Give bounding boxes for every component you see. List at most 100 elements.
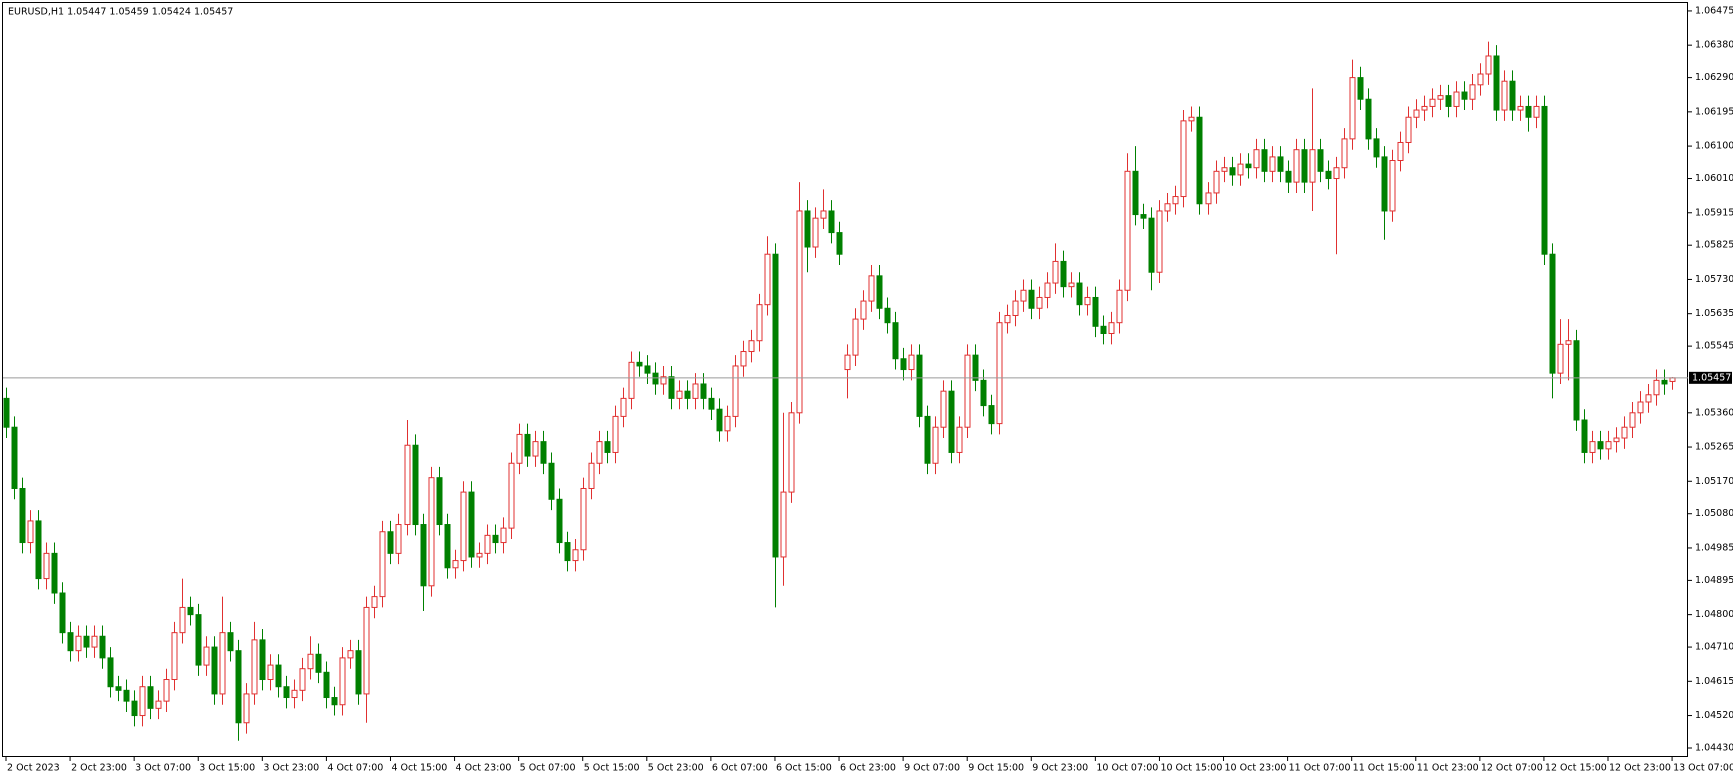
candle-body xyxy=(259,639,266,681)
candle-body xyxy=(1261,149,1268,172)
x-tick-label: 6 Oct 23:00 xyxy=(840,763,896,774)
candle-body xyxy=(1180,120,1187,198)
candle-body xyxy=(716,408,723,432)
candle-body xyxy=(436,477,443,526)
candle-body xyxy=(796,210,803,414)
candle-body xyxy=(660,376,667,385)
candle-body xyxy=(251,639,258,695)
candle-body xyxy=(1581,419,1588,453)
y-tick-label: 1.06475 xyxy=(1695,5,1733,16)
y-tick-label: 1.06010 xyxy=(1695,173,1733,184)
candle-body xyxy=(147,686,154,709)
candle-body xyxy=(1132,170,1139,216)
candle-body xyxy=(620,397,627,417)
candle-body xyxy=(179,606,186,634)
candle-body xyxy=(1068,282,1075,288)
candle-body xyxy=(812,217,819,248)
candle-body xyxy=(404,444,411,526)
candle-body xyxy=(387,531,394,554)
candle-body xyxy=(243,693,250,724)
candle-body xyxy=(347,650,354,659)
candle-body xyxy=(1461,91,1468,100)
candle-body xyxy=(788,412,795,493)
candle-body xyxy=(3,397,10,428)
candle-body xyxy=(267,664,274,681)
candle-body xyxy=(1100,325,1107,335)
chart-title: EURUSD,H1 1.05447 1.05459 1.05424 1.0545… xyxy=(8,7,233,18)
candle-body xyxy=(1645,394,1652,403)
candle-body xyxy=(115,686,122,691)
candle-body xyxy=(1445,95,1452,107)
candle-body xyxy=(211,646,218,695)
candle-body xyxy=(1533,105,1540,118)
candle-body xyxy=(315,653,322,673)
candle-body xyxy=(11,426,18,489)
y-tick-label: 1.05170 xyxy=(1695,476,1733,487)
x-tick-label: 5 Oct 15:00 xyxy=(584,763,640,774)
candle-body xyxy=(323,671,330,699)
candle-body xyxy=(1188,116,1195,122)
candle-body xyxy=(171,632,178,681)
candle-body xyxy=(892,322,899,360)
candle-body xyxy=(596,441,603,464)
candle-body xyxy=(756,304,763,342)
candle-body xyxy=(1004,314,1011,324)
x-tick-label: 4 Oct 23:00 xyxy=(456,763,512,774)
x-tick-label: 11 Oct 07:00 xyxy=(1289,763,1351,774)
candle-body xyxy=(1309,149,1316,183)
y-tick-label: 1.06290 xyxy=(1695,72,1733,83)
candle-body xyxy=(980,379,987,407)
candle-body xyxy=(1669,377,1676,382)
candle-body xyxy=(1148,217,1155,273)
candle-body xyxy=(59,592,66,634)
candle-body xyxy=(828,210,835,234)
candle-body xyxy=(420,524,427,587)
candle-body xyxy=(1020,289,1027,302)
candle-body xyxy=(187,606,194,616)
candle-body xyxy=(107,657,114,688)
candle-body xyxy=(1421,105,1428,111)
candle-body xyxy=(195,614,202,666)
candle-body xyxy=(1036,296,1043,309)
candle-body xyxy=(43,552,50,580)
candle-body xyxy=(1389,160,1396,212)
candle-body xyxy=(1060,260,1067,288)
y-tick-label: 1.05730 xyxy=(1695,274,1733,285)
candle-body xyxy=(1285,170,1292,183)
candle-body xyxy=(1493,55,1500,111)
candle-body xyxy=(908,354,915,371)
candle-body xyxy=(1012,300,1019,316)
candle-body xyxy=(764,253,771,306)
candle-body xyxy=(996,322,1003,425)
plot-frame xyxy=(2,2,1688,757)
x-tick-label: 3 Oct 15:00 xyxy=(199,763,255,774)
candle-body xyxy=(1517,105,1524,111)
candle-body xyxy=(1613,437,1620,443)
candle-body xyxy=(452,560,459,569)
candle-body xyxy=(1116,289,1123,324)
candle-body xyxy=(1485,55,1492,75)
candle-body xyxy=(524,433,531,457)
candle-body xyxy=(51,552,58,594)
candle-body xyxy=(804,210,811,248)
candle-body xyxy=(1277,156,1284,172)
x-tick-label: 9 Oct 23:00 xyxy=(1032,763,1088,774)
candle-body xyxy=(564,542,571,562)
x-tick-label: 10 Oct 15:00 xyxy=(1160,763,1222,774)
x-tick-label: 9 Oct 07:00 xyxy=(904,763,960,774)
candle-body xyxy=(868,275,875,302)
candle-body xyxy=(1469,84,1476,100)
candle-body xyxy=(155,700,162,709)
candle-body xyxy=(468,491,475,558)
candle-body xyxy=(1549,253,1556,374)
candle-body xyxy=(612,415,619,453)
x-tick-label: 6 Oct 15:00 xyxy=(776,763,832,774)
y-tick-label: 1.04430 xyxy=(1695,742,1733,753)
candle-body xyxy=(884,307,891,324)
y-tick-label: 1.05545 xyxy=(1695,341,1733,352)
candle-body xyxy=(580,487,587,551)
candle-body xyxy=(275,664,282,688)
candle-body xyxy=(924,415,931,464)
y-tick-label: 1.04800 xyxy=(1695,609,1733,620)
